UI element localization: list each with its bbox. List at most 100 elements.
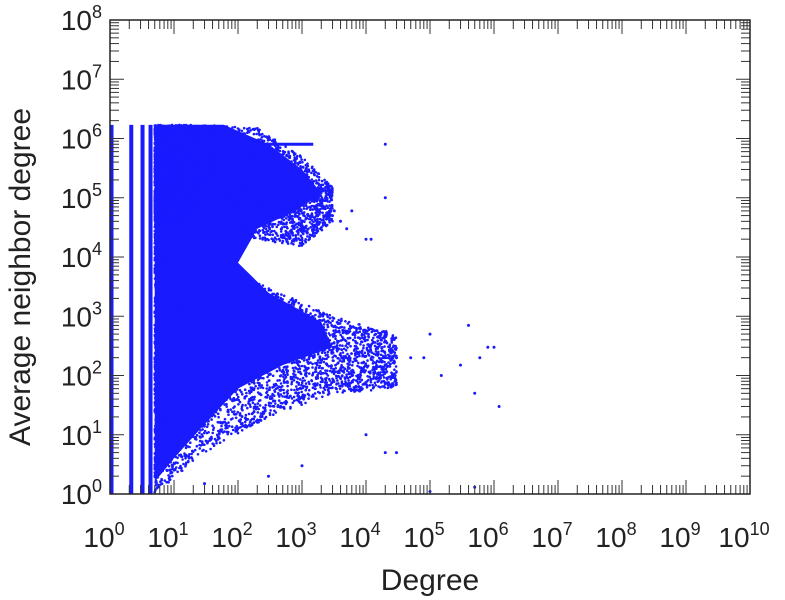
data-point xyxy=(179,211,182,214)
data-point xyxy=(296,226,299,229)
data-point xyxy=(177,191,180,195)
data-point xyxy=(286,178,290,181)
data-point xyxy=(255,225,259,228)
data-point xyxy=(219,145,222,149)
data-point xyxy=(223,173,227,176)
data-point xyxy=(266,195,270,198)
data-point xyxy=(169,165,172,168)
data-point xyxy=(257,399,261,403)
data-point xyxy=(273,236,277,239)
data-point xyxy=(306,197,309,200)
data-point xyxy=(262,145,266,149)
data-point xyxy=(247,180,251,184)
data-point xyxy=(270,237,274,240)
data-point xyxy=(242,229,245,232)
data-point xyxy=(317,175,321,179)
data-point xyxy=(204,134,208,137)
data-point xyxy=(320,226,323,229)
data-point xyxy=(158,176,161,179)
data-point xyxy=(186,413,189,417)
data-point xyxy=(259,209,262,213)
data-point xyxy=(283,167,287,171)
data-point xyxy=(278,221,281,224)
data-point xyxy=(221,168,225,171)
data-point xyxy=(298,209,302,212)
data-point xyxy=(238,192,241,196)
data-point xyxy=(174,162,178,165)
data-point xyxy=(189,152,192,155)
data-point xyxy=(159,157,163,160)
data-point xyxy=(178,176,182,180)
data-point xyxy=(194,160,197,163)
data-point xyxy=(277,205,281,208)
data-point xyxy=(287,232,291,236)
data-point xyxy=(182,195,186,199)
data-point xyxy=(304,202,308,205)
data-point xyxy=(274,315,277,318)
data-point xyxy=(167,173,170,177)
data-point xyxy=(184,197,188,200)
data-point xyxy=(288,213,292,217)
data-point xyxy=(218,189,222,193)
data-point xyxy=(162,223,166,226)
data-point xyxy=(291,217,294,221)
data-point xyxy=(287,150,290,153)
data-point xyxy=(184,129,188,132)
data-point xyxy=(192,406,196,409)
data-point xyxy=(301,165,305,169)
data-point xyxy=(247,323,251,326)
data-point xyxy=(186,149,190,153)
data-point xyxy=(254,217,258,221)
data-point xyxy=(290,240,294,243)
data-point xyxy=(257,129,261,133)
data-point xyxy=(190,179,193,182)
data-point xyxy=(296,200,300,203)
data-point xyxy=(266,171,269,174)
data-point xyxy=(211,126,214,130)
data-point xyxy=(264,216,267,219)
data-point xyxy=(179,172,182,175)
data-point xyxy=(222,185,225,189)
data-point xyxy=(193,165,196,169)
data-point xyxy=(314,223,317,227)
data-point xyxy=(159,180,163,183)
data-point xyxy=(153,133,157,136)
data-point xyxy=(257,182,260,185)
data-point xyxy=(156,207,160,211)
data-point xyxy=(253,182,257,186)
data-point xyxy=(196,308,199,312)
data-point xyxy=(307,227,310,230)
data-point xyxy=(270,207,273,210)
data-point xyxy=(220,129,223,132)
data-point xyxy=(218,150,221,153)
data-point xyxy=(241,226,244,230)
data-point xyxy=(284,229,288,233)
data-point xyxy=(305,194,308,197)
data-point xyxy=(215,408,219,412)
data-point xyxy=(165,136,169,140)
data-point xyxy=(283,225,286,229)
data-point xyxy=(153,124,157,128)
data-point xyxy=(231,126,234,129)
data-point xyxy=(201,133,204,136)
data-point xyxy=(199,340,202,344)
data-point xyxy=(175,144,178,148)
data-point xyxy=(232,178,236,182)
data-point xyxy=(229,227,233,230)
data-point xyxy=(231,184,235,187)
data-point xyxy=(229,132,232,135)
data-point xyxy=(181,205,184,208)
data-point xyxy=(169,185,172,189)
data-point xyxy=(373,381,377,385)
data-point xyxy=(182,157,186,160)
data-point xyxy=(205,211,209,215)
data-point xyxy=(316,207,319,210)
data-point xyxy=(242,162,245,165)
data-point xyxy=(200,185,204,188)
data-point xyxy=(268,203,272,206)
data-point xyxy=(244,161,248,164)
data-point xyxy=(229,192,233,195)
data-point xyxy=(186,206,189,210)
data-point xyxy=(171,125,174,128)
data-point xyxy=(188,189,191,193)
